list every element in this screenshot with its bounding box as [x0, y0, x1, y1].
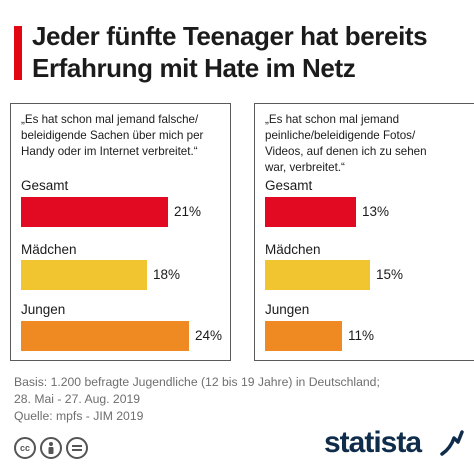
bar-category-label: Gesamt — [265, 178, 313, 193]
statista-logo-mark-icon — [440, 430, 464, 456]
panel-quote-left: „Es hat schon mal jemand falsche/ beleid… — [21, 112, 225, 160]
bar-category-label: Mädchen — [21, 242, 77, 257]
no-derivatives-icon[interactable] — [66, 437, 88, 459]
quote-line: Handy oder im Internet verbreitet.“ — [21, 145, 198, 158]
title-accent-bar — [14, 26, 22, 80]
quote-line: „Es hat schon mal jemand — [265, 113, 400, 126]
quote-line: peinliche/beleidigende Fotos/ — [265, 129, 416, 142]
bar-category-label: Gesamt — [21, 178, 69, 193]
bar-maedchen — [21, 260, 147, 290]
attribution-icon[interactable] — [40, 437, 62, 459]
panel-quote-right: „Es hat schon mal jemand peinliche/belei… — [265, 112, 469, 176]
statista-logo[interactable]: statista — [324, 426, 422, 459]
bar-category-label: Mädchen — [265, 242, 321, 257]
quote-line: beleidigende Sachen über mich per — [21, 129, 204, 142]
bar-value-label: 24% — [195, 328, 223, 343]
basis-line-1: Basis: 1.200 befragte Jugendliche (12 bi… — [14, 375, 380, 389]
title-line-1: Jeder fünfte Teenager hat bereits — [32, 21, 428, 51]
source-line: Quelle: mpfs - JIM 2019 — [14, 409, 144, 423]
bar-value-label: 13% — [362, 204, 390, 219]
quote-line: „Es hat schon mal jemand falsche/ — [21, 113, 199, 126]
bar-value-label: 21% — [174, 204, 202, 219]
creative-commons-icon[interactable]: cc — [14, 437, 36, 459]
chart-title: Jeder fünfte Teenager hat bereits Erfahr… — [32, 20, 462, 84]
bar-gesamt — [265, 197, 356, 227]
bar-value-label: 15% — [376, 267, 404, 282]
bar-jungen — [265, 321, 342, 351]
chart-panel-left: „Es hat schon mal jemand falsche/ beleid… — [10, 103, 231, 361]
bar-maedchen — [265, 260, 370, 290]
bar-jungen — [21, 321, 189, 351]
chart-panel-right: „Es hat schon mal jemand peinliche/belei… — [254, 103, 474, 361]
footer-notes: Basis: 1.200 befragte Jugendliche (12 bi… — [14, 374, 464, 425]
bar-value-label: 11% — [348, 328, 375, 343]
bar-value-label: 18% — [153, 267, 181, 282]
bar-gesamt — [21, 197, 168, 227]
quote-line: Videos, auf denen ich zu sehen — [265, 145, 427, 158]
bar-category-label: Jungen — [21, 302, 66, 317]
basis-line-2: 28. Mai - 27. Aug. 2019 — [14, 392, 141, 406]
title-line-2: Erfahrung mit Hate im Netz — [32, 53, 356, 83]
quote-line: war, verbreitet.“ — [265, 161, 345, 174]
bar-category-label: Jungen — [265, 302, 310, 317]
